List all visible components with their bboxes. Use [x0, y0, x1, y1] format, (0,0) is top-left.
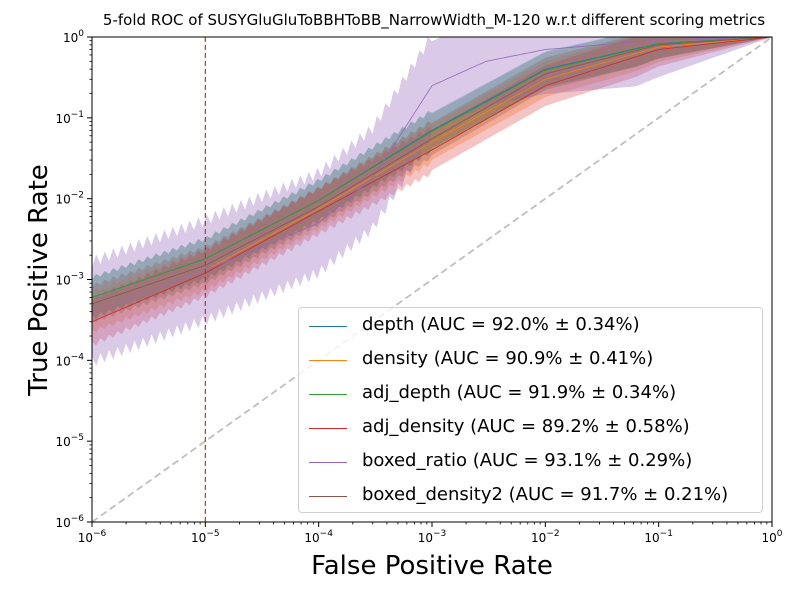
y-tick-label: 10−1 [55, 110, 84, 126]
legend-label: density (AUC = 90.9% ± 0.41%) [362, 348, 654, 369]
legend-label: adj_depth (AUC = 91.9% ± 0.34%) [362, 382, 677, 403]
x-tick-label: 10−2 [531, 529, 560, 545]
series-band [92, 37, 772, 333]
y-axis-label: True Positive Rate [24, 164, 54, 396]
series-line [92, 37, 772, 298]
legend-swatch [309, 428, 347, 429]
legend-swatch [309, 496, 347, 497]
x-tick-label: 10−3 [418, 529, 447, 545]
y-tick-label: 10−5 [55, 433, 84, 449]
legend-item: boxed_density2 (AUC = 91.7% ± 0.21%) [299, 480, 762, 514]
plot-content [92, 37, 772, 522]
legend-swatch [309, 394, 347, 395]
legend-item: adj_depth (AUC = 91.9% ± 0.34%) [299, 378, 762, 412]
y-tick-label: 10−2 [55, 191, 84, 207]
series-band [92, 37, 772, 366]
x-tick-label: 10−1 [644, 529, 673, 545]
y-tick-label: 10−4 [55, 352, 84, 368]
series-band [92, 37, 772, 319]
series-band [92, 37, 772, 323]
diagonal-reference-line [92, 37, 772, 522]
x-axis-label: False Positive Rate [311, 551, 553, 581]
legend-label: boxed_density2 (AUC = 91.7% ± 0.21%) [362, 484, 729, 505]
legend-item: adj_density (AUC = 89.2% ± 0.58%) [299, 412, 762, 446]
chart-title: 5-fold ROC of SUSYGluGluToBBHToBB_Narrow… [102, 11, 766, 29]
legend: depth (AUC = 92.0% ± 0.34%) density (AUC… [298, 307, 763, 513]
y-tick-label: 10−3 [55, 272, 84, 288]
x-tick-label: 100 [761, 529, 782, 545]
legend-label: adj_density (AUC = 89.2% ± 0.58%) [362, 416, 690, 437]
legend-swatch [309, 462, 347, 463]
legend-label: boxed_ratio (AUC = 93.1% ± 0.29%) [362, 450, 693, 471]
x-tick-label: 10−4 [304, 529, 333, 545]
legend-item: boxed_ratio (AUC = 93.1% ± 0.29%) [299, 446, 762, 480]
legend-swatch [309, 360, 347, 361]
series-band [92, 37, 772, 319]
legend-label: depth (AUC = 92.0% ± 0.34%) [362, 314, 640, 335]
y-tick-label: 100 [63, 29, 84, 45]
legend-item: density (AUC = 90.9% ± 0.41%) [299, 344, 762, 378]
x-tick-label: 10−5 [191, 529, 220, 545]
x-tick-label: 10−6 [78, 529, 107, 545]
legend-swatch [309, 326, 347, 327]
y-tick-label: 10−6 [55, 514, 84, 530]
legend-item: depth (AUC = 92.0% ± 0.34%) [299, 310, 762, 344]
